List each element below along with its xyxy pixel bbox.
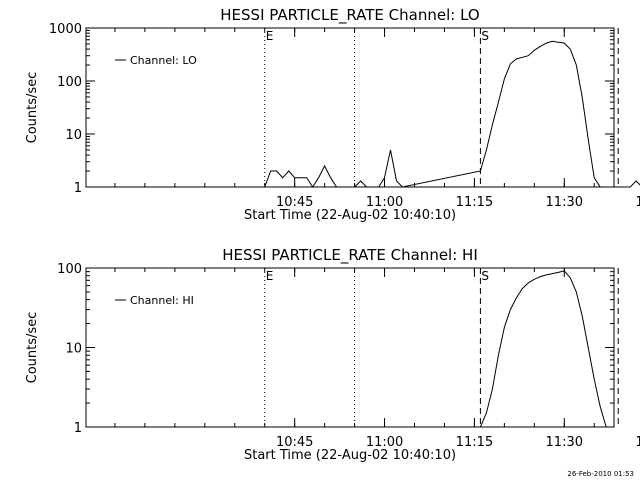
x-tick-label: 11:45 [635, 195, 640, 210]
y-axis-label: Counts/sec [25, 72, 40, 144]
y-tick-label: 1000 [49, 22, 82, 37]
x-tick-label: 11:15 [456, 195, 493, 210]
chart-panel-2: HESSI PARTICLE_RATE Channel: HI 1 10 100 10:… [25, 246, 640, 463]
marker-label: S [481, 269, 489, 283]
marker-label: S [481, 29, 489, 43]
chart-title: HESSI PARTICLE_RATE Channel: LO [220, 6, 479, 25]
marker-label: E [266, 29, 274, 43]
y-axis-label: Counts/sec [25, 312, 40, 384]
x-tick-label: 11:45 [635, 435, 640, 450]
plot-frame [85, 267, 615, 428]
x-tick-label: 10:45 [276, 195, 313, 210]
y-tick-label: 1 [74, 421, 82, 436]
x-tick-label: 11:30 [546, 435, 583, 450]
y-tick-label: 100 [57, 75, 82, 90]
x-tick-label: 10:45 [276, 435, 313, 450]
x-tick-label: 11:15 [456, 435, 493, 450]
x-tick-label: 11:00 [366, 195, 403, 210]
x-axis-label: Start Time (22-Aug-02 10:40:10) [244, 208, 456, 223]
chart-panel-1: HESSI PARTICLE_RATE Channel: LO 1 10 100 100… [25, 6, 640, 223]
legend-label: Channel: LO [130, 54, 197, 67]
legend-label: Channel: HI [130, 294, 194, 307]
x-tick-label: 11:30 [546, 195, 583, 210]
series-line [479, 270, 607, 428]
chart-title: HESSI PARTICLE_RATE Channel: HI [222, 246, 478, 265]
y-tick-label: 1 [74, 181, 82, 196]
x-tick-label: 11:00 [366, 435, 403, 450]
marker-label: E [266, 269, 274, 283]
x-axis-label: Start Time (22-Aug-02 10:40:10) [244, 448, 456, 463]
footer-date: 26-Feb-2010 01:53 [567, 470, 634, 478]
series-line [264, 40, 640, 188]
y-tick-label: 100 [57, 262, 82, 277]
y-tick-label: 10 [65, 342, 82, 357]
y-tick-label: 10 [65, 128, 82, 143]
plot-frame [85, 27, 615, 188]
